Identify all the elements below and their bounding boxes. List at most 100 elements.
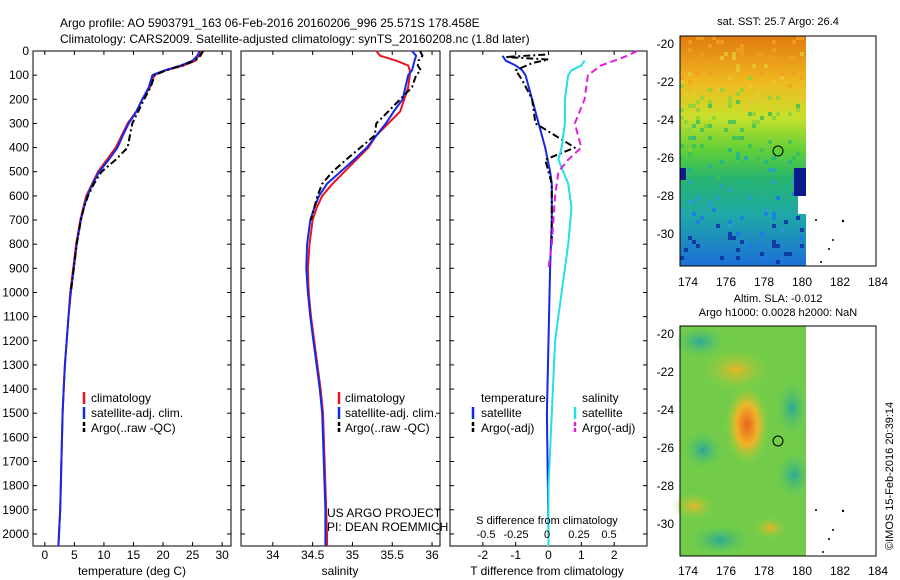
sst-pixel bbox=[704, 124, 708, 128]
sst-pixel bbox=[756, 92, 760, 96]
figure-title-line2: Climatology: CARS2009. Satellite-adjuste… bbox=[60, 32, 530, 46]
sst-pixel bbox=[696, 116, 700, 120]
legend-label: climatology bbox=[345, 391, 405, 405]
sst-pixel bbox=[692, 92, 696, 96]
sst-pixel bbox=[764, 160, 768, 164]
sst-pixel bbox=[772, 216, 776, 220]
sst-pixel bbox=[728, 220, 732, 224]
island-dot bbox=[828, 538, 830, 540]
sst-pixel bbox=[720, 56, 724, 60]
depth-tick-label: 100 bbox=[9, 68, 29, 82]
sst-pixel bbox=[728, 76, 732, 80]
sst-lon-tick: 174 bbox=[678, 275, 698, 289]
difference-profile-plot: -2 -1 0 1 2 bbox=[477, 50, 638, 562]
sst-pixel bbox=[736, 48, 740, 52]
sst-pixel bbox=[720, 184, 724, 188]
sst-pixel bbox=[784, 184, 788, 188]
x-tick-label: 5 bbox=[71, 548, 78, 562]
sst-pixel bbox=[732, 136, 736, 140]
sst-pixel bbox=[800, 236, 804, 240]
sst-pixel bbox=[728, 232, 732, 236]
sst-pixel bbox=[760, 116, 764, 120]
sst-map bbox=[679, 35, 877, 267]
sla-map-title-line2: Argo h1000: 0.0028 h2000: NaN bbox=[699, 307, 857, 319]
sst-pixel bbox=[688, 48, 692, 52]
sst-pixel bbox=[760, 148, 764, 152]
sst-pixel bbox=[748, 180, 752, 184]
sst-pixel bbox=[688, 104, 692, 108]
sst-pixel bbox=[780, 228, 784, 232]
sla-lat-tick: -28 bbox=[657, 479, 675, 493]
sst-map-title: sat. SST: 25.7 Argo: 26.4 bbox=[717, 16, 839, 28]
sst-pixel bbox=[728, 188, 732, 192]
sst-pixel bbox=[780, 72, 784, 76]
island-dot bbox=[822, 551, 824, 553]
sst-pixel bbox=[748, 84, 752, 88]
sst-pixel bbox=[688, 148, 692, 152]
sst-pixel bbox=[796, 104, 800, 108]
series-line-s-argo-adj- bbox=[547, 50, 638, 269]
sla-hot-eddy bbox=[725, 385, 769, 465]
sla-lon-tick: 176 bbox=[716, 564, 736, 578]
island-dot bbox=[828, 248, 830, 250]
float-position-marker bbox=[772, 145, 784, 157]
sst-pixel bbox=[728, 236, 732, 240]
sla-lat-tick: -24 bbox=[657, 403, 675, 417]
sst-pixel bbox=[696, 196, 700, 200]
pi-annotation: PI: DEAN ROEMMICH bbox=[327, 520, 448, 534]
sst-pixel bbox=[708, 88, 712, 92]
legend-label: satellite-adj. clim. bbox=[345, 406, 437, 420]
sst-pixel bbox=[776, 196, 780, 200]
sst-pixel bbox=[728, 148, 732, 152]
depth-tick-label: 1100 bbox=[3, 310, 29, 324]
sst-pixel bbox=[728, 120, 732, 124]
sst-pixel bbox=[692, 124, 696, 128]
sst-pixel bbox=[700, 188, 704, 192]
sst-pixel bbox=[696, 72, 700, 76]
sst-pixel bbox=[772, 156, 776, 160]
sst-cold-patch bbox=[680, 168, 686, 180]
sst-pixel bbox=[684, 120, 688, 124]
sst-pixel bbox=[696, 36, 700, 40]
sla-map-title-line1: Altim. SLA: -0.012 bbox=[734, 293, 823, 305]
sst-pixel bbox=[800, 76, 804, 80]
sst-pixel bbox=[768, 108, 772, 112]
sst-pixel bbox=[756, 52, 760, 56]
sla-lon-tick: 184 bbox=[868, 564, 888, 578]
sst-pixel bbox=[784, 136, 788, 140]
sst-pixel bbox=[688, 80, 692, 84]
sla-lon-tick: 174 bbox=[678, 564, 698, 578]
sst-pixel bbox=[764, 212, 768, 216]
sst-pixel bbox=[788, 84, 792, 88]
salinity-legend: climatology satellite-adj. clim. Argo(..… bbox=[337, 391, 437, 435]
legend-label: Argo(..raw -QC) bbox=[91, 421, 176, 435]
sst-pixel bbox=[740, 48, 744, 52]
sst-pixel bbox=[788, 96, 792, 100]
sst-pixel bbox=[728, 96, 732, 100]
sst-pixel bbox=[752, 64, 756, 68]
sst-pixel bbox=[760, 244, 764, 248]
salinity-axis-label: salinity bbox=[322, 564, 359, 578]
sst-pixel bbox=[768, 112, 772, 116]
sst-pixel bbox=[772, 244, 776, 248]
sst-pixel bbox=[692, 60, 696, 64]
sst-pixel bbox=[760, 100, 764, 104]
sst-pixel bbox=[708, 176, 712, 180]
sst-pixel bbox=[692, 104, 696, 108]
sst-pixel bbox=[696, 220, 700, 224]
sst-pixel bbox=[764, 196, 768, 200]
sst-pixel bbox=[708, 100, 712, 104]
temperature-legend: climatology satellite-adj. clim. Argo(..… bbox=[82, 391, 183, 435]
sst-pixel bbox=[688, 244, 692, 248]
sst-pixel bbox=[728, 104, 732, 108]
legend-header-salinity: salinity bbox=[582, 391, 619, 405]
legend-header-temperature: temperature bbox=[481, 391, 546, 405]
imos-credit: ©IMOS 15-Feb-2016 20:39:14 bbox=[884, 402, 896, 550]
sst-pixel bbox=[688, 200, 692, 204]
sst-pixel bbox=[744, 156, 748, 160]
sst-pixel bbox=[688, 168, 692, 172]
sst-pixel bbox=[692, 108, 696, 112]
sst-pixel bbox=[692, 212, 696, 216]
sst-pixel bbox=[724, 52, 728, 56]
sst-pixel bbox=[800, 228, 804, 232]
